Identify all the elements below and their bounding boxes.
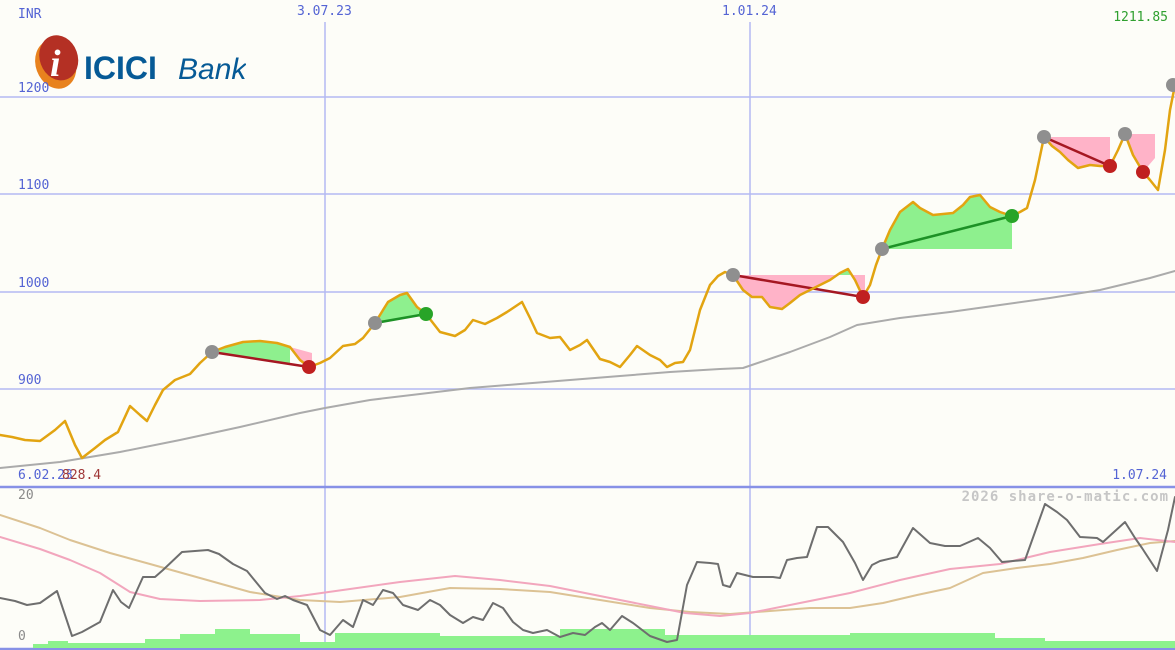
end-date-label: 1.07.24 bbox=[1112, 468, 1167, 483]
indicator-scale-top-label: 20 bbox=[18, 488, 34, 503]
start-price-label: 828.4 bbox=[62, 468, 102, 483]
icici-bank-logo: i ICICI Bank bbox=[35, 35, 246, 89]
currency-label: INR bbox=[18, 7, 42, 22]
logo-swirl-icon bbox=[35, 35, 79, 89]
logo-mark: i bbox=[50, 43, 61, 85]
watermark: 2026 share-o-matic.com bbox=[961, 489, 1169, 505]
y-axis-label-1200: 1200 bbox=[18, 81, 50, 96]
start-date-label: 6.02.23 bbox=[18, 468, 73, 483]
logo-suffix-text: Bank bbox=[178, 53, 246, 86]
last-price-label: 1211.85 bbox=[1113, 10, 1168, 25]
y-axis-label-1100: 1100 bbox=[18, 178, 50, 193]
y-axis-label-900: 900 bbox=[18, 373, 42, 388]
x-axis-date-label-1: 3.07.23 bbox=[297, 4, 352, 19]
indicator-scale-bottom-label: 0 bbox=[18, 629, 26, 644]
y-axis-label-1000: 1000 bbox=[18, 276, 50, 291]
logo-brand-text: ICICI bbox=[84, 50, 157, 86]
x-axis-date-label-2: 1.01.24 bbox=[722, 4, 777, 19]
